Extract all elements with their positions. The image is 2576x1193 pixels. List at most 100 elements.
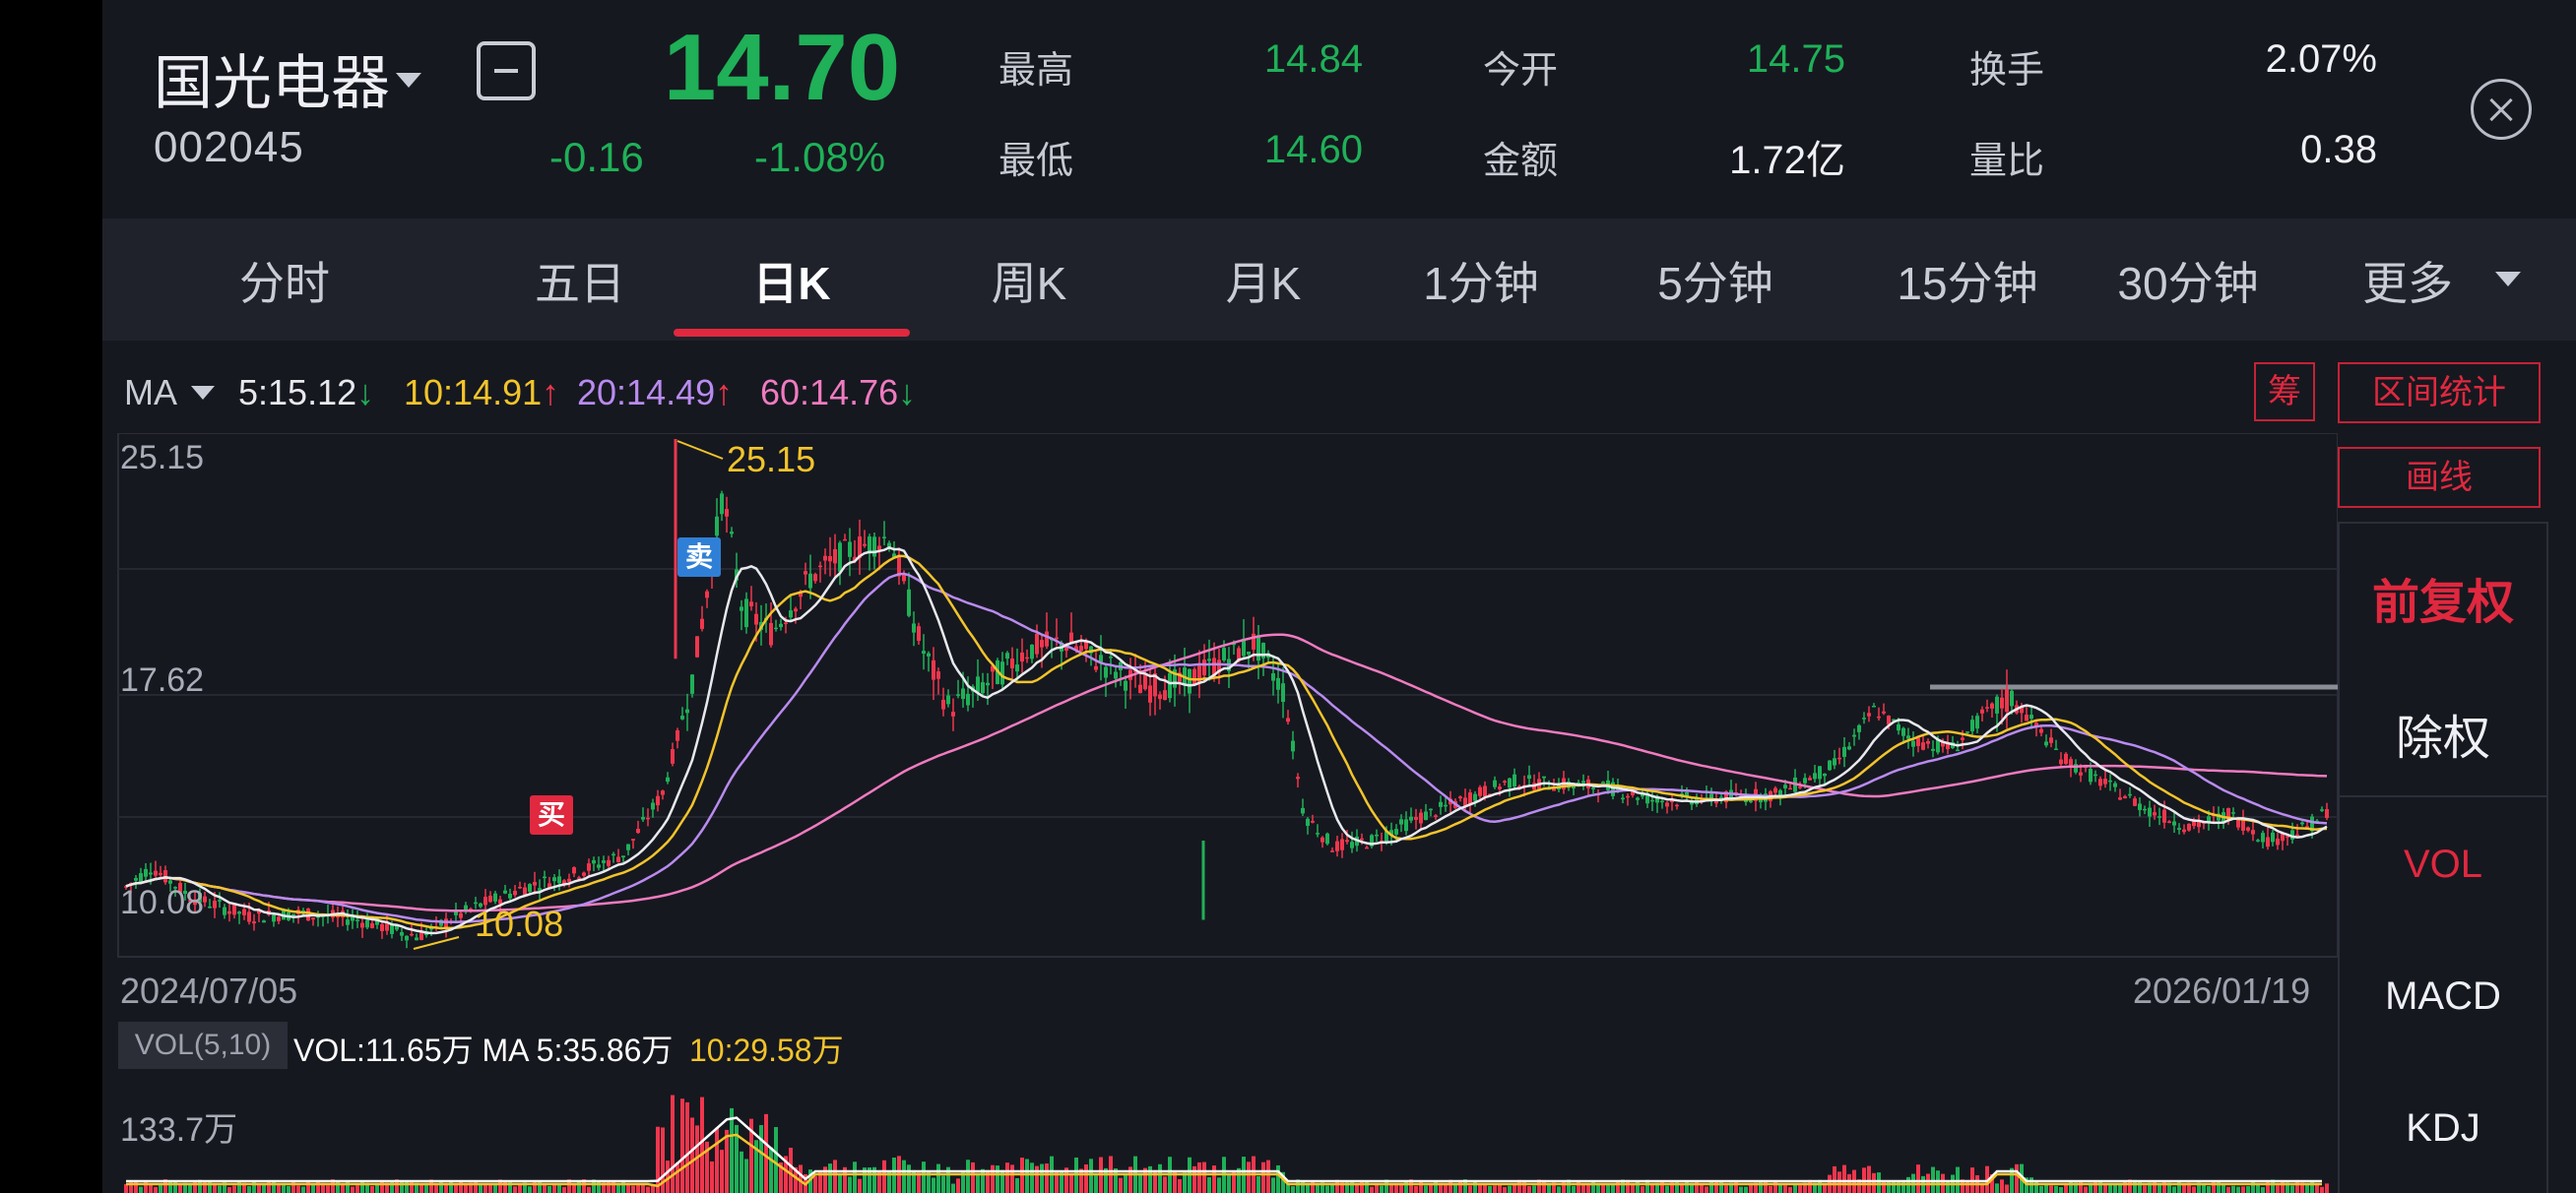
volume-bar [1645, 1179, 1649, 1193]
open-label: 今开 [1483, 50, 1559, 92]
volume-bar [1675, 1182, 1679, 1193]
volume-bar [1394, 1183, 1398, 1193]
kdj-indicator-option[interactable]: KDJ [2406, 1106, 2480, 1150]
volume-bar [1498, 1184, 1502, 1193]
tab-daily-k[interactable]: 日K [752, 258, 831, 309]
candle-body [567, 878, 571, 882]
volume-bar [2148, 1182, 2152, 1193]
candle-body [2217, 813, 2221, 821]
candle-body [897, 554, 901, 577]
tab-15min[interactable]: 15分钟 [1897, 258, 2038, 309]
buy-signal-marker[interactable]: 买 [530, 795, 573, 835]
volume-bar [769, 1147, 773, 1193]
volume-bar [557, 1184, 561, 1193]
tab-weekly-k[interactable]: 周K [991, 258, 1067, 309]
candle-body [1010, 659, 1014, 668]
tab-5min[interactable]: 5分钟 [1657, 258, 1773, 309]
volume-bar [1522, 1182, 1526, 1193]
candle-body [405, 935, 409, 941]
volume-bar [400, 1179, 404, 1193]
volume-bar [321, 1182, 325, 1193]
candle-body [1828, 760, 1832, 771]
forward-adjust-option[interactable]: 前复权 [2371, 577, 2514, 629]
tab-five-day[interactable]: 五日 [535, 258, 625, 309]
candle-body [2025, 715, 2029, 722]
candle-body [232, 904, 236, 915]
volume-bar [646, 1186, 650, 1193]
candle-body [1473, 793, 1477, 801]
volume-bar [282, 1182, 286, 1193]
volume-bar [533, 1181, 537, 1193]
candle-body [1030, 644, 1034, 659]
chip-distribution-button[interactable]: 筹 [2254, 362, 2315, 421]
chevron-down-icon[interactable] [396, 73, 421, 88]
candle-body [311, 917, 315, 920]
volume-bar [503, 1180, 507, 1193]
candle-body [351, 916, 354, 921]
candle-body [365, 919, 369, 928]
volume-bar [1754, 1182, 1758, 1193]
volume-bar [1503, 1186, 1507, 1193]
candle-body [887, 542, 891, 548]
candle-body [656, 795, 660, 806]
candle-body [882, 536, 886, 538]
candle-body [188, 900, 192, 902]
candle-body [661, 790, 665, 795]
chevron-down-icon[interactable] [2495, 272, 2521, 286]
volume-chart[interactable] [102, 1073, 2338, 1193]
volume-bar [2069, 1181, 2073, 1193]
volume-bar [1330, 1184, 1334, 1193]
sell-signal-marker[interactable]: 卖 [677, 537, 721, 577]
candle-body [700, 618, 704, 629]
candle-body [1099, 655, 1103, 662]
candle-body [1325, 833, 1329, 845]
minimize-icon[interactable] [477, 41, 536, 100]
candle-body [410, 933, 414, 936]
draw-line-button[interactable]: 画线 [2338, 447, 2541, 508]
candle-body [493, 893, 497, 902]
volume-bar [351, 1186, 354, 1193]
volume-bar [858, 1178, 862, 1193]
close-icon[interactable] [2471, 79, 2532, 140]
candle-body [1197, 665, 1201, 684]
ma60-value: 60:14.76↓ [760, 372, 917, 412]
volume-bar [415, 1182, 419, 1193]
volume-bar [2217, 1181, 2221, 1193]
volume-bar [252, 1181, 256, 1193]
candle-body [892, 553, 896, 558]
volume-bar [1641, 1186, 1644, 1193]
stock-name[interactable]: 国光电器 [154, 50, 390, 116]
candle-body [1965, 731, 1969, 733]
candle-body [1975, 716, 1979, 729]
candle-body [946, 695, 950, 705]
tab-monthly-k[interactable]: 月K [1225, 258, 1302, 309]
chevron-down-icon[interactable] [191, 386, 215, 400]
macd-indicator-option[interactable]: MACD [2385, 974, 2501, 1018]
volume-indicator-label[interactable]: VOL(5,10) [118, 1022, 288, 1069]
candle-body [1005, 653, 1009, 659]
volume-bar [927, 1171, 931, 1193]
volume-bar [744, 1159, 748, 1193]
volume-bar [1409, 1179, 1413, 1193]
volume-bar [1202, 1162, 1206, 1193]
candle-body [1188, 668, 1191, 694]
tab-more[interactable]: 更多 [2362, 258, 2453, 309]
volume-bar [1665, 1185, 1669, 1193]
volume-bar [1192, 1165, 1196, 1193]
range-stats-button[interactable]: 区间统计 [2338, 362, 2541, 423]
ma-selector[interactable]: MA [124, 372, 177, 412]
tab-1min[interactable]: 1分钟 [1423, 258, 1539, 309]
candle-body [247, 911, 251, 922]
volume-bar [1247, 1162, 1251, 1193]
volume-bar [1449, 1179, 1452, 1193]
candle-body [1286, 718, 1290, 722]
candle-body [1069, 632, 1073, 645]
volume-bar [666, 1161, 670, 1193]
volume-bar [1035, 1165, 1039, 1193]
vol-indicator-option[interactable]: VOL [2403, 843, 2483, 886]
candle-body [1941, 741, 1945, 747]
tab-minute[interactable]: 分时 [239, 258, 330, 309]
ex-rights-option[interactable]: 除权 [2395, 713, 2490, 765]
tab-30min[interactable]: 30分钟 [2117, 258, 2259, 309]
candlestick-chart[interactable] [102, 433, 2338, 1004]
